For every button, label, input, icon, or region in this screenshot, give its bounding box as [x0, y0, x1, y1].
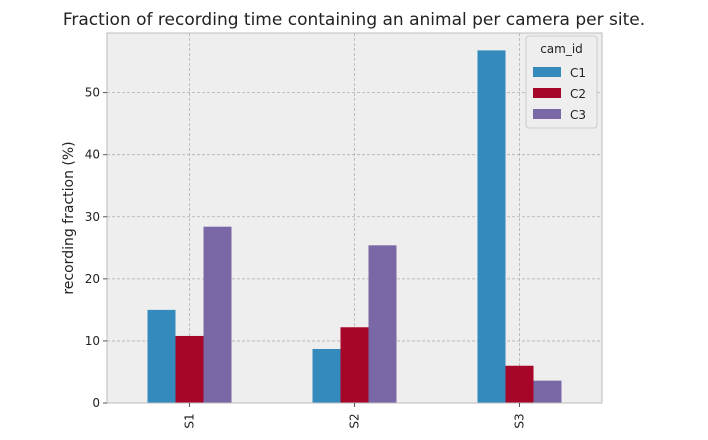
- chart-title: Fraction of recording time containing an…: [63, 10, 645, 30]
- bar-C1-S3: [477, 50, 506, 404]
- y-tick-label: 0: [92, 396, 100, 410]
- bar-C3-S3: [533, 380, 562, 403]
- legend-label-C3: C3: [570, 108, 586, 122]
- bar-C2-S1: [175, 335, 204, 403]
- bar-C2-S3: [505, 365, 534, 403]
- legend-title: cam_id: [540, 42, 583, 56]
- legend-label-C2: C2: [570, 87, 586, 101]
- axes: 0 10 20 30 40 50 S1 S2 S3: [85, 86, 527, 429]
- legend-swatch-C2: [533, 88, 561, 98]
- bars: [147, 50, 562, 404]
- legend: cam_id C1 C2 C3: [525, 35, 598, 129]
- y-tick-label: 50: [85, 86, 100, 100]
- bar-C3-S1: [203, 226, 232, 403]
- x-tick-label: S2: [348, 413, 362, 428]
- y-tick-label: 30: [85, 210, 100, 224]
- bar-C3-S2: [368, 245, 397, 403]
- legend-box: [525, 35, 598, 129]
- legend-label-C1: C1: [570, 66, 586, 80]
- bar-C2-S2: [340, 327, 369, 403]
- legend-swatch-C3: [533, 109, 561, 119]
- x-tick-label: S1: [183, 413, 197, 428]
- x-tick-label: S3: [513, 413, 527, 428]
- y-axis-label: recording fraction (%): [61, 141, 77, 294]
- y-tick-label: 20: [85, 272, 100, 286]
- y-tick-label: 40: [85, 148, 100, 162]
- y-tick-label: 10: [85, 334, 100, 348]
- bar-C1-S1: [147, 309, 176, 403]
- legend-swatch-C1: [533, 67, 561, 77]
- bar-C1-S2: [312, 348, 341, 403]
